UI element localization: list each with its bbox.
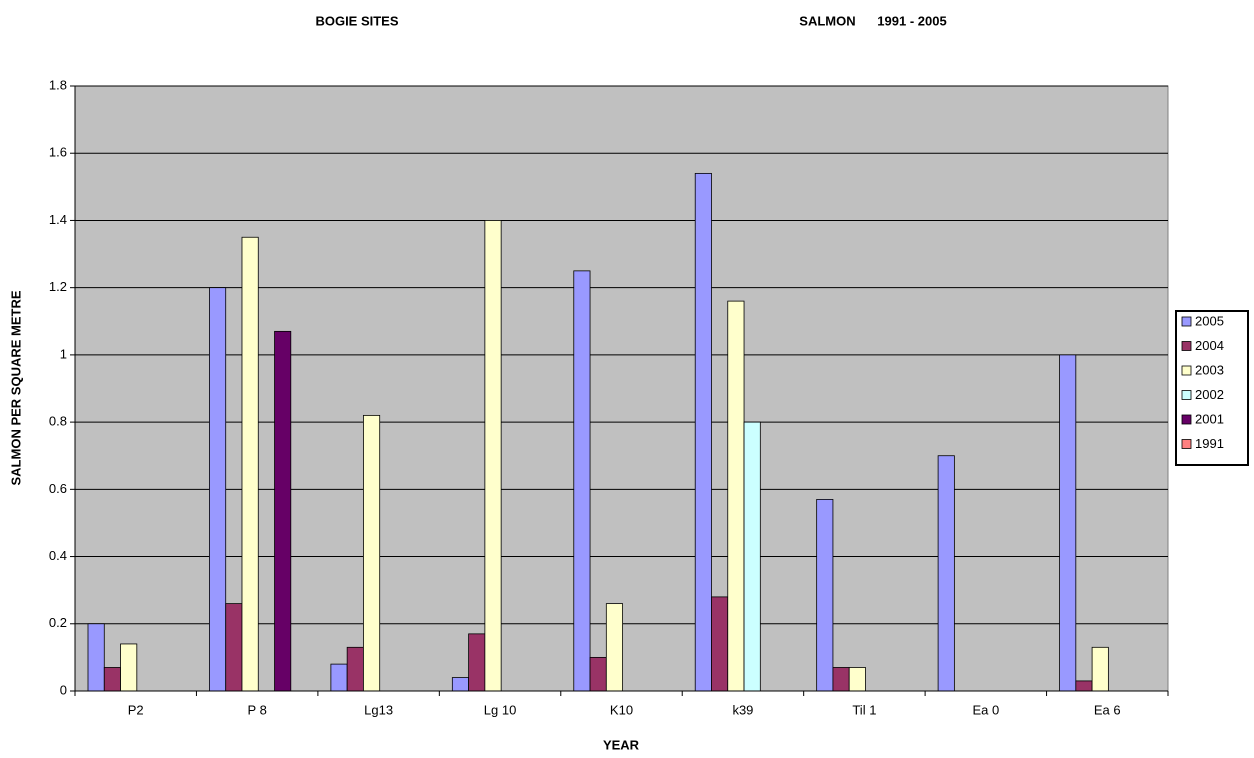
x-axis-label: YEAR [603,737,640,752]
x-tick-label: Ea 6 [1094,702,1121,717]
legend-label: 2002 [1195,387,1224,402]
bar [816,499,834,692]
bar [330,663,348,692]
x-tick-label: Ea 0 [972,702,999,717]
legend-swatch [1181,439,1192,449]
x-tick-label: P 8 [248,702,267,717]
bar [468,633,486,692]
legend-swatch [1181,365,1192,376]
bar [87,623,105,692]
bar [274,330,292,692]
bar [937,455,955,692]
legend-label: 2005 [1195,313,1224,328]
legend-label: 1991 [1195,436,1224,451]
y-tick-label: 0.6 [49,481,67,496]
bar [573,270,591,692]
bar [103,667,121,692]
bar [743,421,761,692]
bar [711,596,729,692]
legend-swatch [1181,341,1192,351]
bar [346,646,364,692]
y-tick-label: 0.8 [49,414,67,429]
bar [241,236,259,692]
y-tick-label: 0.4 [49,548,67,563]
legend-swatch [1181,414,1192,425]
bar [848,667,866,692]
x-tick-label: Lg13 [364,702,393,717]
plot-area [74,85,1169,692]
y-tick-label: 1.8 [49,77,67,92]
x-tick-label: K10 [610,702,633,717]
legend-label: 2003 [1195,362,1224,377]
x-tick-label: k39 [732,702,753,717]
bar [589,656,607,692]
bar [727,300,745,692]
y-tick-label: 1.2 [49,279,67,294]
x-tick-label: Til 1 [852,702,876,717]
bar [363,414,381,692]
bar [1091,646,1109,692]
bar [605,603,623,692]
chart-title: BOGIE SITES [315,13,398,28]
bar [1059,354,1077,692]
bar [694,172,712,692]
bar [1075,680,1093,692]
x-tick-label: P2 [128,702,144,717]
x-tick-label: Lg 10 [484,702,517,717]
bar [484,220,502,692]
y-tick-label: 1 [60,346,67,361]
bar [120,643,138,692]
y-tick-label: 1.6 [49,145,67,160]
y-tick-label: 1.4 [49,212,67,227]
legend-label: 2004 [1195,338,1224,353]
y-tick-label: 0 [60,682,67,697]
bar [832,667,850,692]
y-axis-label: SALMON PER SQUARE METRE [8,290,23,485]
bar [225,603,243,692]
bar [209,287,227,692]
legend-swatch [1181,390,1192,400]
legend-swatch [1181,316,1192,327]
chart-subtitle: SALMON 1991 - 2005 [799,13,946,28]
y-tick-label: 0.2 [49,615,67,630]
bar [451,677,470,692]
legend-label: 2001 [1195,411,1224,426]
